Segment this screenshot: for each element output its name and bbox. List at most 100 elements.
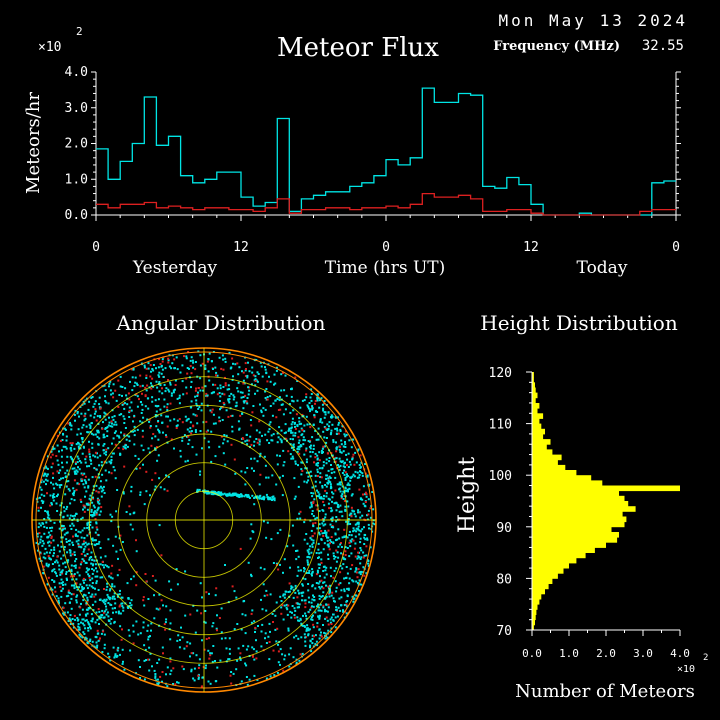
- angular-point: [275, 640, 278, 643]
- angular-point: [108, 655, 111, 658]
- angular-point: [280, 441, 283, 444]
- angular-point: [211, 625, 214, 628]
- angular-point: [77, 530, 80, 533]
- angular-point: [40, 481, 43, 484]
- angular-point: [292, 446, 295, 449]
- angular-point: [222, 368, 225, 371]
- angular-point: [155, 410, 158, 413]
- height-bar: [532, 403, 540, 409]
- angular-point: [208, 637, 211, 640]
- angular-point: [60, 540, 63, 543]
- angular-point: [84, 594, 87, 597]
- angular-point: [313, 461, 315, 464]
- angular-point: [335, 502, 338, 505]
- angular-point: [48, 517, 51, 520]
- angular-point: [294, 432, 297, 434]
- angular-point: [123, 422, 126, 424]
- angular-point: [333, 471, 336, 474]
- angular-point: [169, 381, 172, 384]
- height-bar: [532, 614, 536, 621]
- angular-point: [111, 585, 114, 588]
- angular-point: [40, 499, 43, 502]
- angular-point: [128, 411, 131, 414]
- angular-point: [303, 521, 306, 524]
- angular-point: [161, 421, 164, 424]
- angular-point: [144, 648, 147, 651]
- angular-point: [80, 602, 82, 605]
- angular-point: [83, 414, 86, 417]
- angular-point: [80, 412, 83, 415]
- flux-x-tick-label: 12: [523, 240, 539, 255]
- angular-point: [239, 414, 242, 417]
- angular-point: [95, 611, 98, 614]
- angular-point: [268, 375, 270, 378]
- angular-point: [334, 580, 337, 583]
- angular-point: [318, 580, 321, 583]
- angular-point: [232, 362, 234, 365]
- angular-point: [149, 426, 152, 429]
- angular-point: [269, 405, 272, 407]
- angular-point: [244, 471, 247, 474]
- angular-point: [76, 411, 79, 413]
- angular-point: [332, 492, 335, 495]
- angular-point: [82, 424, 85, 427]
- angular-point: [155, 607, 158, 610]
- angular-point: [51, 563, 54, 565]
- angular-point: [228, 395, 231, 398]
- angular-point: [310, 650, 313, 653]
- angular-point: [104, 400, 107, 402]
- angular-point: [294, 427, 297, 430]
- angular-point: [78, 626, 81, 629]
- angular-point: [157, 420, 160, 422]
- angular-point: [237, 390, 240, 393]
- flux-x-tick-label: 0: [672, 240, 680, 255]
- angular-point: [330, 464, 332, 466]
- angular-point: [258, 455, 261, 458]
- angular-point: [58, 484, 61, 487]
- angular-point: [343, 473, 346, 476]
- angular-point: [116, 595, 119, 598]
- angular-point: [324, 484, 327, 486]
- angular-point: [210, 460, 213, 463]
- angular-point: [226, 388, 229, 391]
- angular-point: [95, 567, 97, 570]
- angular-point: [266, 594, 269, 597]
- angular-point: [62, 606, 65, 609]
- angular-point: [81, 618, 84, 621]
- angular-point: [332, 597, 335, 600]
- angular-point: [148, 646, 151, 649]
- angular-point: [277, 643, 279, 646]
- angular-point: [37, 526, 40, 529]
- angular-point: [108, 596, 110, 599]
- angular-point: [202, 421, 205, 424]
- angular-point: [58, 450, 60, 453]
- angular-point: [224, 637, 227, 640]
- angular-point: [314, 456, 317, 459]
- angular-point: [238, 366, 241, 369]
- angular-point: [253, 497, 256, 499]
- angular-point: [38, 557, 41, 560]
- angular-point: [277, 650, 280, 653]
- angular-point: [250, 383, 253, 386]
- angular-point: [89, 625, 91, 628]
- angular-point: [86, 543, 89, 546]
- angular-point: [63, 611, 66, 614]
- height-y-tick-label: 70: [496, 624, 512, 639]
- angular-point: [293, 636, 296, 639]
- angular-point: [334, 427, 337, 430]
- angular-point: [322, 565, 325, 568]
- angular-point: [205, 591, 208, 594]
- angular-point: [141, 435, 144, 438]
- angular-point: [164, 367, 167, 370]
- angular-point: [45, 564, 48, 567]
- angular-point: [53, 521, 56, 524]
- angular-point: [294, 460, 297, 463]
- angular-point: [129, 523, 132, 526]
- angular-point: [314, 429, 317, 432]
- angular-point: [332, 440, 335, 443]
- angular-point: [215, 374, 217, 377]
- angular-point: [46, 510, 49, 513]
- angular-point: [73, 554, 76, 556]
- angular-point: [47, 514, 50, 517]
- angular-point: [66, 579, 68, 581]
